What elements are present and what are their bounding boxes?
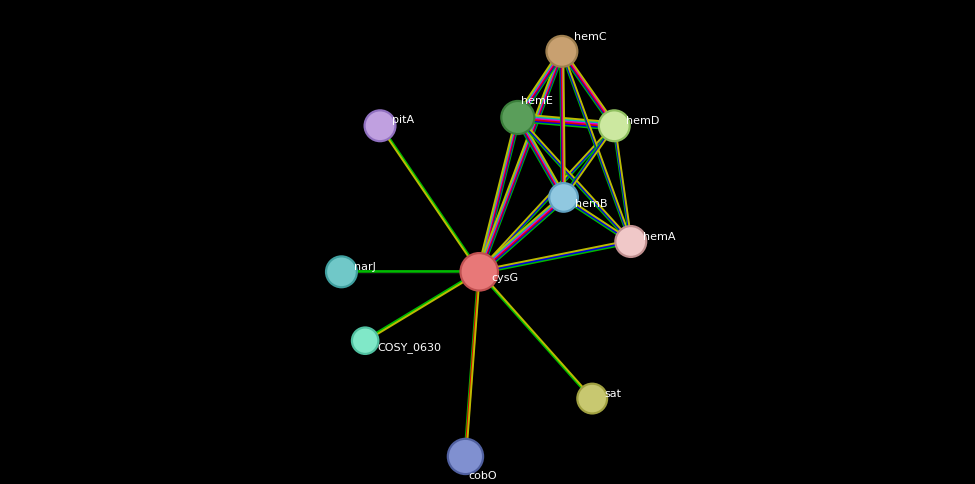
Circle shape [614, 226, 647, 258]
Circle shape [447, 438, 485, 475]
Circle shape [364, 110, 397, 143]
Text: cobO: cobO [468, 470, 497, 480]
Circle shape [353, 329, 377, 353]
Text: COSY_0630: COSY_0630 [377, 341, 442, 352]
Circle shape [598, 110, 631, 143]
Circle shape [578, 385, 606, 412]
Text: hemC: hemC [574, 32, 606, 42]
Text: narJ: narJ [354, 262, 375, 272]
Text: hemE: hemE [521, 96, 553, 106]
Text: pitA: pitA [392, 115, 414, 125]
Circle shape [461, 255, 497, 290]
Circle shape [576, 383, 608, 415]
Circle shape [600, 112, 629, 141]
Circle shape [448, 440, 482, 473]
Text: sat: sat [604, 388, 621, 398]
Circle shape [548, 38, 576, 66]
Text: cysG: cysG [491, 273, 519, 283]
Circle shape [550, 185, 577, 211]
Circle shape [548, 182, 579, 213]
Circle shape [351, 327, 379, 355]
Circle shape [366, 112, 394, 141]
Circle shape [500, 101, 535, 136]
Circle shape [328, 258, 356, 287]
Text: hemD: hemD [626, 116, 660, 126]
Circle shape [459, 253, 499, 292]
Text: hemB: hemB [574, 198, 607, 209]
Text: hemA: hemA [643, 231, 676, 242]
Circle shape [502, 103, 533, 134]
Circle shape [545, 36, 578, 69]
Circle shape [616, 227, 645, 257]
Circle shape [325, 256, 358, 289]
